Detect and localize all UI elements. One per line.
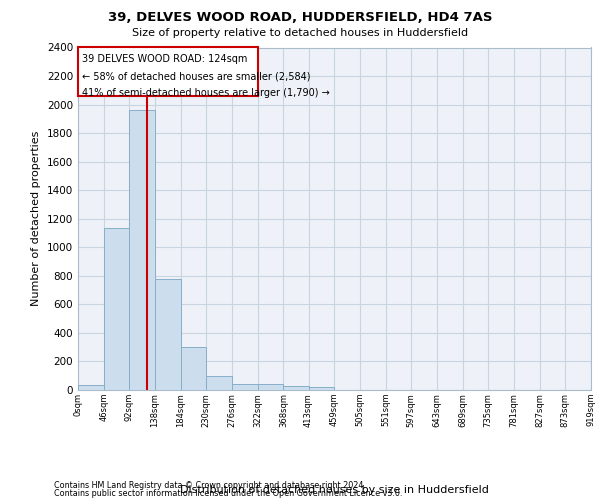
- Text: Size of property relative to detached houses in Huddersfield: Size of property relative to detached ho…: [132, 28, 468, 38]
- Bar: [181, 347, 206, 390]
- X-axis label: Distribution of detached houses by size in Huddersfield: Distribution of detached houses by size …: [180, 485, 489, 495]
- Text: 41% of semi-detached houses are larger (1,790) →: 41% of semi-detached houses are larger (…: [82, 88, 330, 98]
- Bar: [78, 385, 104, 390]
- Text: 39 DELVES WOOD ROAD: 124sqm: 39 DELVES WOOD ROAD: 124sqm: [82, 54, 248, 64]
- Bar: [130, 110, 155, 390]
- Bar: [258, 384, 283, 390]
- Bar: [206, 376, 232, 390]
- Y-axis label: Number of detached properties: Number of detached properties: [31, 131, 41, 306]
- Text: 39, DELVES WOOD ROAD, HUDDERSFIELD, HD4 7AS: 39, DELVES WOOD ROAD, HUDDERSFIELD, HD4 …: [108, 11, 492, 24]
- Bar: [308, 388, 334, 390]
- Bar: [155, 280, 181, 390]
- Bar: [232, 384, 258, 390]
- Text: ← 58% of detached houses are smaller (2,584): ← 58% of detached houses are smaller (2,…: [82, 71, 311, 81]
- Bar: [78, 48, 258, 96]
- Text: Contains HM Land Registry data © Crown copyright and database right 2024.: Contains HM Land Registry data © Crown c…: [54, 481, 366, 490]
- Text: Contains public sector information licensed under the Open Government Licence v3: Contains public sector information licen…: [54, 490, 403, 498]
- Bar: [104, 228, 130, 390]
- Bar: [283, 386, 308, 390]
